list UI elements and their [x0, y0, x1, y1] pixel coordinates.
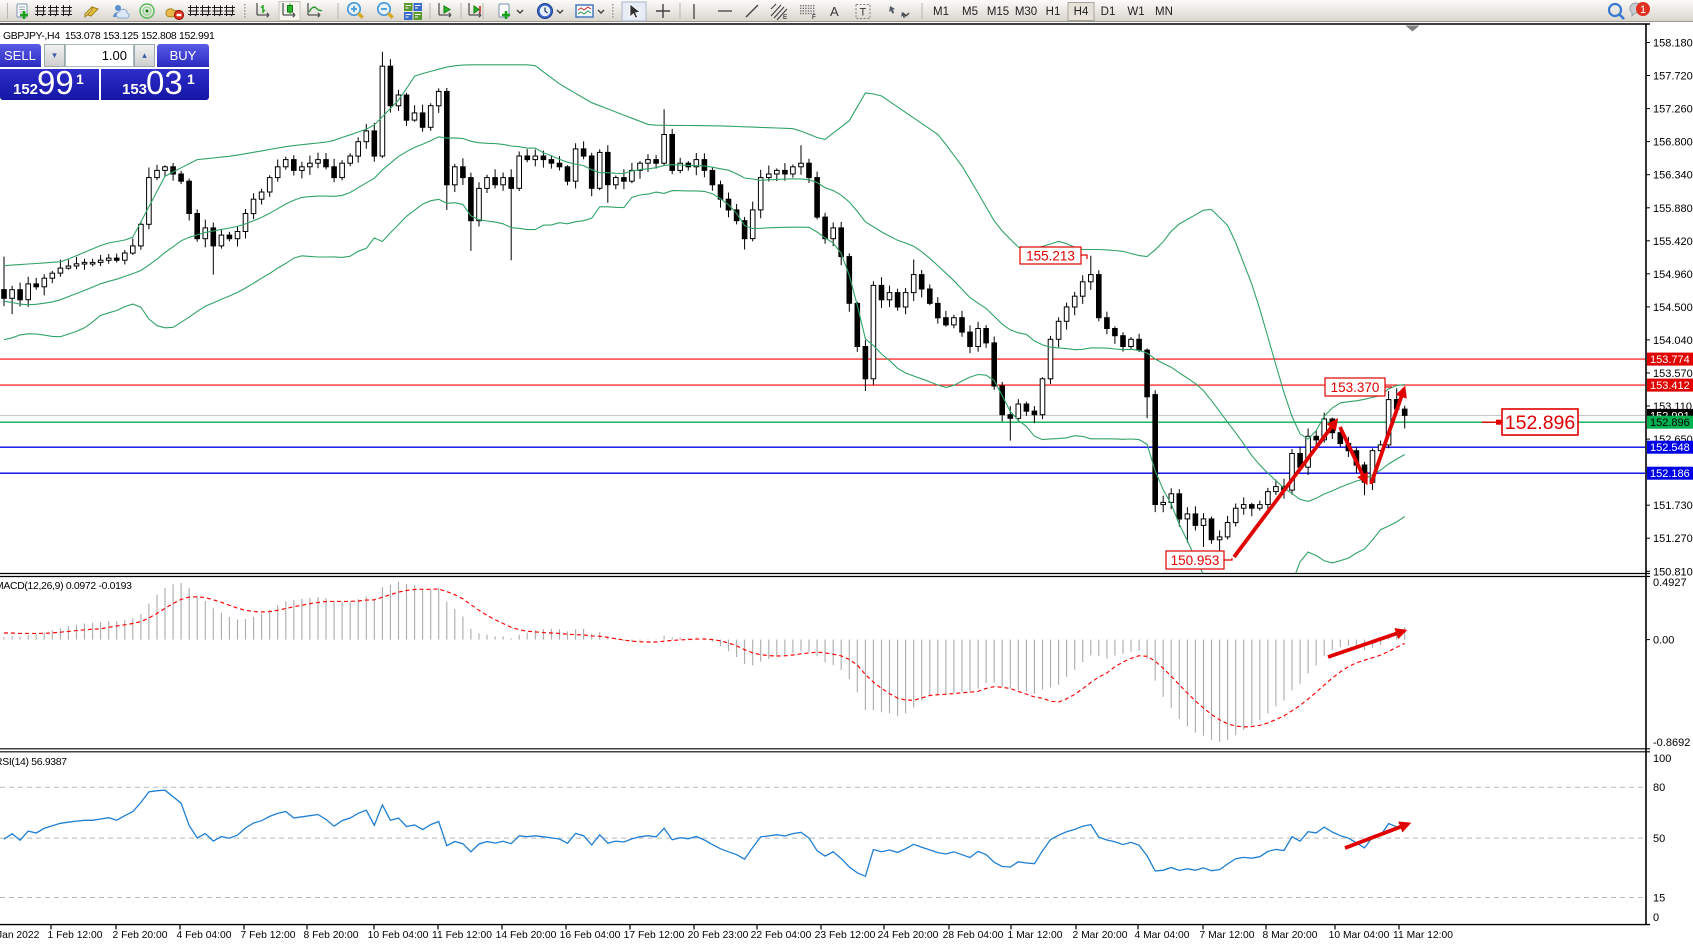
svg-text:156.800: 156.800 [1653, 137, 1693, 149]
svg-text:22 Feb 04:00: 22 Feb 04:00 [751, 930, 812, 941]
svg-text:150.953: 150.953 [1171, 553, 1220, 568]
svg-text:0: 0 [1653, 912, 1659, 924]
svg-text:F: F [812, 14, 816, 21]
svg-text:11 Feb 12:00: 11 Feb 12:00 [432, 930, 492, 941]
svg-text:153.370: 153.370 [1331, 380, 1380, 395]
svg-text:7 Feb 12:00: 7 Feb 12:00 [241, 930, 296, 941]
svg-text:0.00: 0.00 [1653, 635, 1674, 647]
svg-text:1 Mar 12:00: 1 Mar 12:00 [1008, 930, 1063, 941]
svg-text:0.4927: 0.4927 [1653, 577, 1687, 589]
svg-text:M30: M30 [1015, 6, 1037, 18]
svg-text:GBPJPY-,H4 153.078 153.125 15: GBPJPY-,H4 153.078 153.125 152.808 152.9… [3, 31, 215, 42]
svg-text:8 Feb 20:00: 8 Feb 20:00 [304, 930, 359, 941]
svg-text:23 Feb 12:00: 23 Feb 12:00 [815, 930, 876, 941]
svg-text:100: 100 [1653, 753, 1671, 765]
svg-text:11 Mar 12:00: 11 Mar 12:00 [1393, 930, 1453, 941]
svg-text:152.186: 152.186 [1650, 468, 1690, 480]
svg-text:-0.8692: -0.8692 [1653, 737, 1690, 749]
svg-text:H4: H4 [1074, 6, 1089, 18]
svg-text:157.720: 157.720 [1653, 71, 1693, 83]
svg-text:W1: W1 [1127, 6, 1144, 18]
svg-text:M1: M1 [933, 6, 949, 18]
svg-text:1 Feb 12:00: 1 Feb 12:00 [48, 930, 103, 941]
svg-text:150.810: 150.810 [1653, 566, 1693, 578]
svg-text:16 Feb 04:00: 16 Feb 04:00 [560, 930, 621, 941]
svg-text:14 Feb 20:00: 14 Feb 20:00 [496, 930, 557, 941]
svg-text:152.896: 152.896 [1505, 412, 1576, 434]
svg-text:1: 1 [1640, 4, 1646, 16]
svg-text:A: A [830, 4, 839, 19]
svg-text:RSI(14) 56.9387: RSI(14) 56.9387 [0, 757, 67, 768]
svg-text:10 Feb 04:00: 10 Feb 04:00 [368, 930, 429, 941]
svg-text:10 Mar 04:00: 10 Mar 04:00 [1329, 930, 1390, 941]
svg-text:152.896: 152.896 [1650, 417, 1690, 429]
svg-text:4 Mar 04:00: 4 Mar 04:00 [1135, 930, 1190, 941]
svg-text:155.880: 155.880 [1653, 203, 1693, 215]
svg-text:154.040: 154.040 [1653, 335, 1693, 347]
svg-text:151.270: 151.270 [1653, 533, 1693, 545]
svg-text:4 Feb 04:00: 4 Feb 04:00 [177, 930, 232, 941]
svg-text:H1: H1 [1046, 6, 1061, 18]
svg-text:152.548: 152.548 [1650, 442, 1690, 454]
svg-text:MN: MN [1155, 6, 1173, 18]
svg-text:31 Jan 2022: 31 Jan 2022 [0, 930, 40, 941]
svg-text:157.260: 157.260 [1653, 104, 1693, 116]
svg-text:153.774: 153.774 [1650, 354, 1690, 366]
svg-text:15: 15 [1653, 893, 1665, 905]
svg-text:156.340: 156.340 [1653, 170, 1693, 182]
svg-text:2 Feb 20:00: 2 Feb 20:00 [113, 930, 168, 941]
svg-text:153.412: 153.412 [1650, 380, 1690, 392]
svg-text:8 Mar 20:00: 8 Mar 20:00 [1263, 930, 1318, 941]
svg-text:E: E [783, 14, 788, 21]
svg-text:80: 80 [1653, 782, 1665, 794]
svg-text:50: 50 [1653, 833, 1665, 845]
svg-text:T: T [860, 7, 867, 19]
svg-text:M5: M5 [962, 6, 978, 18]
svg-text:M15: M15 [987, 6, 1009, 18]
svg-text:154.960: 154.960 [1653, 269, 1693, 281]
svg-text:7 Mar 12:00: 7 Mar 12:00 [1200, 930, 1255, 941]
svg-text:158.180: 158.180 [1653, 38, 1693, 50]
svg-text:17 Feb 12:00: 17 Feb 12:00 [624, 930, 685, 941]
svg-text:153.570: 153.570 [1653, 368, 1693, 380]
svg-text:155.420: 155.420 [1653, 236, 1693, 248]
svg-text:MACD(12,26,9) 0.0972 -0.0193: MACD(12,26,9) 0.0972 -0.0193 [0, 581, 132, 592]
svg-text:155.213: 155.213 [1026, 248, 1075, 263]
svg-text:151.730: 151.730 [1653, 500, 1693, 512]
svg-text:20 Feb 23:00: 20 Feb 23:00 [688, 930, 749, 941]
svg-text:D1: D1 [1101, 6, 1116, 18]
svg-text:28 Feb 04:00: 28 Feb 04:00 [943, 930, 1004, 941]
svg-text:154.500: 154.500 [1653, 302, 1693, 314]
svg-text:24 Feb 20:00: 24 Feb 20:00 [878, 930, 939, 941]
svg-text:2 Mar 20:00: 2 Mar 20:00 [1073, 930, 1128, 941]
